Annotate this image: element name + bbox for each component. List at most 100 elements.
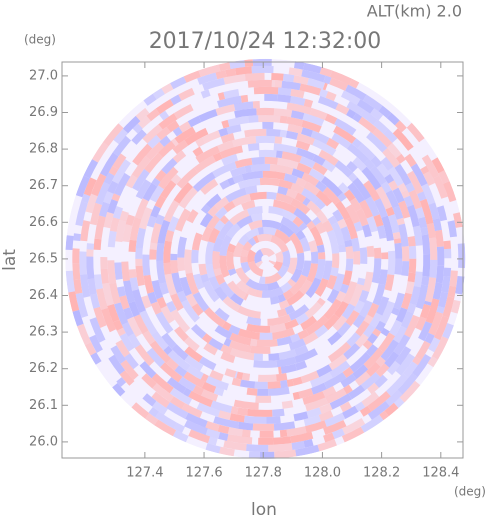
echo-cell <box>236 371 244 380</box>
echo-cell <box>221 153 238 166</box>
echo-cell <box>318 410 334 422</box>
echo-cell <box>86 256 95 280</box>
echo-cell <box>227 177 236 186</box>
echo-cell <box>358 116 377 134</box>
echo-cell <box>217 92 226 101</box>
echo-cell <box>351 138 363 149</box>
echo-cell <box>345 246 354 259</box>
echo-cell <box>280 380 288 388</box>
echo-cell <box>198 263 208 276</box>
echo-cell <box>265 272 282 284</box>
echo-cell <box>232 174 244 184</box>
echo-cell <box>273 108 293 118</box>
echo-cell <box>289 232 304 254</box>
echo-cell <box>75 175 90 198</box>
echo-cell <box>337 322 351 337</box>
echo-cell <box>415 284 429 310</box>
echo-cell <box>292 391 301 400</box>
echo-cell <box>301 120 322 133</box>
echo-cell <box>362 224 372 238</box>
echo-cell <box>272 408 285 417</box>
echo-cell <box>397 373 418 395</box>
echo-cell <box>435 229 444 247</box>
echo-cell <box>191 324 207 339</box>
echo-cell <box>223 440 247 451</box>
echo-cell <box>243 415 267 424</box>
echo-cell <box>201 226 213 242</box>
echo-cell <box>92 142 109 163</box>
echo-cell <box>295 229 306 241</box>
echo-cell <box>151 280 164 300</box>
echo-cell <box>223 89 240 99</box>
echo-cell <box>267 381 281 389</box>
echo-cell <box>151 177 161 187</box>
echo-cell <box>210 400 233 414</box>
echo-cell <box>329 70 353 86</box>
echo-cell <box>109 217 120 232</box>
echo-cell <box>284 304 296 315</box>
echo-cell <box>323 75 332 85</box>
y-tick-label: 26.6 <box>29 215 58 230</box>
echo-cell <box>279 429 288 438</box>
echo-cell <box>156 243 165 261</box>
echo-cell <box>260 247 275 257</box>
echo-cell <box>319 403 333 414</box>
echo-cell <box>142 124 163 144</box>
subtitle: ALT(km) 2.0 <box>367 2 462 21</box>
echo-cell <box>276 356 297 368</box>
echo-cell <box>255 135 276 144</box>
echo-cell <box>197 72 218 85</box>
echo-cell <box>89 317 106 343</box>
echo-cell <box>233 399 259 410</box>
echo-cell <box>98 201 110 218</box>
echo-cell <box>238 421 254 431</box>
echo-cell <box>421 183 436 205</box>
echo-cell <box>193 155 216 173</box>
echo-cell <box>397 182 408 193</box>
echo-cell <box>173 182 193 204</box>
echo-cell <box>376 296 390 316</box>
echo-cell <box>240 94 249 103</box>
echo-cell <box>407 272 416 283</box>
echo-cell <box>418 321 433 342</box>
echo-cell <box>241 200 256 211</box>
echo-cell <box>363 314 374 325</box>
echo-cell <box>219 255 230 278</box>
echo-cell <box>323 372 347 390</box>
y-axis-label: lat <box>0 249 20 271</box>
echo-cell <box>412 356 422 366</box>
echo-cell <box>418 216 428 229</box>
echo-cell <box>387 142 402 159</box>
echo-cell <box>303 98 314 108</box>
echo-cell <box>369 312 383 328</box>
echo-cell <box>353 300 365 314</box>
echo-cell <box>394 242 403 259</box>
echo-cell <box>158 113 178 130</box>
echo-cell <box>258 114 281 123</box>
echo-cell <box>122 115 141 134</box>
echo-cell <box>213 386 225 397</box>
echo-cell <box>431 157 445 174</box>
echo-cell <box>120 359 139 380</box>
echo-cell <box>311 216 322 226</box>
echo-cell <box>389 319 403 337</box>
echo-cell <box>306 220 316 230</box>
echo-cell <box>65 270 76 293</box>
echo-cell <box>196 402 221 417</box>
echo-cell <box>175 208 191 232</box>
echo-cell <box>213 416 240 429</box>
echo-cell <box>294 348 318 364</box>
echo-cell <box>257 388 269 396</box>
echo-cell <box>132 168 150 192</box>
echo-cell <box>363 180 381 202</box>
echo-cell <box>81 193 91 204</box>
echo-cell <box>274 449 297 459</box>
echo-cell <box>80 274 91 298</box>
echo-cell <box>219 281 235 299</box>
echo-cell <box>331 253 340 269</box>
echo-cell <box>254 289 263 298</box>
echo-cell <box>357 277 366 286</box>
echo-cell <box>273 261 283 272</box>
echo-cell <box>438 291 449 308</box>
echo-cell <box>393 238 402 244</box>
